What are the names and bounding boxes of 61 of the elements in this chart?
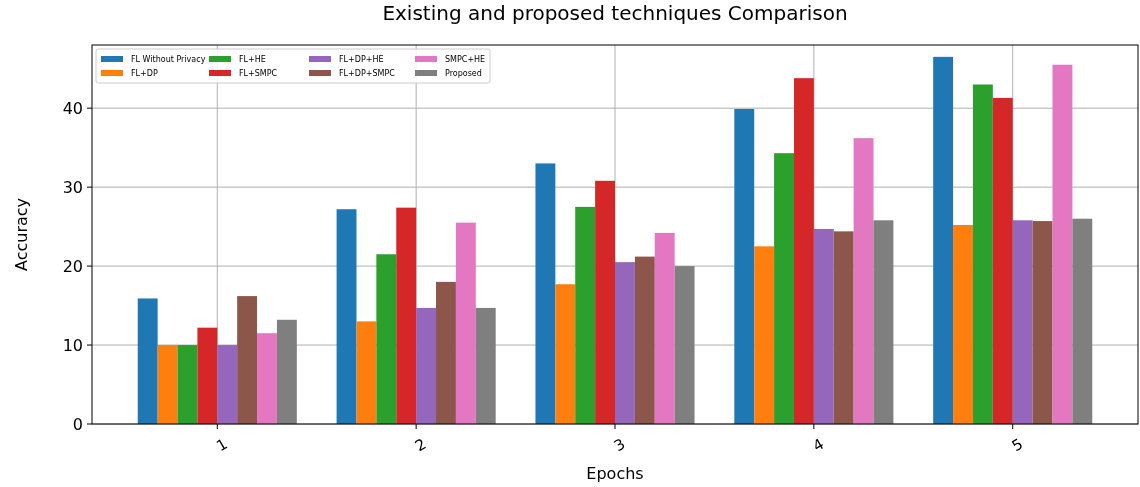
bar — [972, 84, 993, 424]
legend-label: FL+DP+HE — [339, 54, 384, 64]
y-tick-label: 0 — [72, 414, 83, 434]
bar — [654, 232, 675, 424]
bar — [356, 321, 377, 424]
bar — [1072, 218, 1093, 424]
bar — [734, 108, 755, 424]
bar — [157, 345, 178, 424]
bar — [595, 180, 615, 424]
y-tick-label: 40 — [62, 98, 83, 118]
y-tick-label: 10 — [62, 335, 83, 355]
bar — [376, 254, 397, 424]
y-axis-title: Accuracy — [12, 197, 31, 272]
x-tick-label: 4 — [809, 434, 828, 456]
bar — [634, 256, 655, 424]
bar — [217, 345, 238, 424]
legend-label: SMPC+HE — [445, 54, 486, 64]
bar — [953, 225, 973, 424]
bar — [793, 78, 814, 424]
bar — [197, 327, 218, 424]
legend-label: FL+SMPC — [239, 68, 278, 78]
bar — [436, 281, 456, 424]
bar — [475, 307, 496, 424]
x-tick-label: 5 — [1008, 434, 1026, 456]
bar — [833, 231, 854, 424]
x-tick-label: 3 — [610, 434, 629, 456]
bar — [992, 97, 1013, 424]
bar — [177, 345, 198, 424]
legend-label: FL+HE — [239, 54, 266, 64]
bar — [873, 220, 894, 424]
bar — [754, 246, 775, 424]
bar — [674, 266, 695, 424]
bar — [137, 298, 158, 424]
x-tick-label: 2 — [412, 434, 430, 456]
chart-title: Existing and proposed techniques Comparison — [382, 1, 848, 25]
bar — [1012, 220, 1033, 424]
bar — [455, 222, 476, 424]
bar — [396, 207, 417, 424]
legend-label: FL+DP — [131, 68, 158, 78]
x-axis-title: Epochs — [586, 464, 644, 483]
bar — [257, 333, 277, 424]
x-tick-label: 1 — [213, 434, 231, 456]
y-tick-label: 30 — [62, 177, 83, 197]
legend-label: FL Without Privacy — [131, 54, 206, 64]
bar — [416, 307, 437, 424]
bar — [774, 153, 794, 424]
legend-label: FL+DP+SMPC — [339, 68, 396, 78]
y-tick-label: 20 — [62, 256, 83, 276]
bar — [555, 284, 576, 424]
bar — [1052, 64, 1073, 424]
bar — [575, 206, 596, 424]
bar — [615, 262, 635, 424]
bar — [276, 319, 297, 424]
bar — [535, 163, 556, 424]
legend-label: Proposed — [445, 68, 482, 78]
bar — [853, 138, 874, 424]
bar — [237, 296, 258, 424]
bar — [813, 228, 834, 424]
bar — [336, 209, 357, 424]
bar — [933, 56, 954, 424]
bar — [1032, 221, 1053, 424]
